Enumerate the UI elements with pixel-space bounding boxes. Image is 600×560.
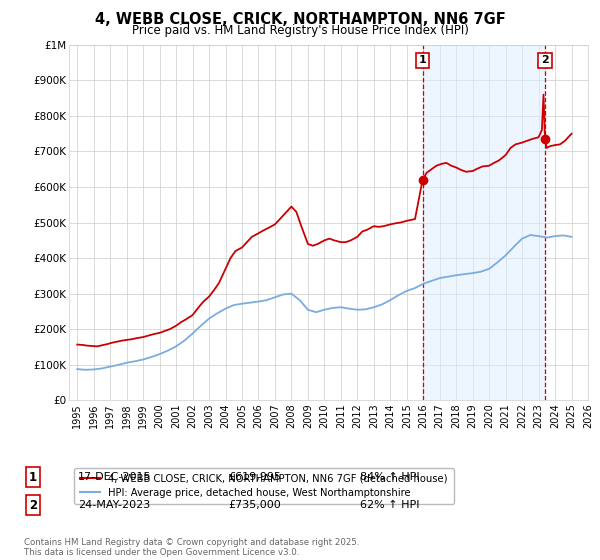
Legend: 4, WEBB CLOSE, CRICK, NORTHAMPTON, NN6 7GF (detached house), HPI: Average price,: 4, WEBB CLOSE, CRICK, NORTHAMPTON, NN6 7… xyxy=(74,468,454,503)
Text: 17-DEC-2015: 17-DEC-2015 xyxy=(78,472,151,482)
Text: 84% ↑ HPI: 84% ↑ HPI xyxy=(360,472,419,482)
Text: Price paid vs. HM Land Registry's House Price Index (HPI): Price paid vs. HM Land Registry's House … xyxy=(131,24,469,36)
Text: £619,995: £619,995 xyxy=(228,472,281,482)
Text: £735,000: £735,000 xyxy=(228,500,281,510)
Bar xyxy=(422,45,545,400)
Text: 24-MAY-2023: 24-MAY-2023 xyxy=(78,500,150,510)
Text: 2: 2 xyxy=(29,498,37,512)
Text: Contains HM Land Registry data © Crown copyright and database right 2025.
This d: Contains HM Land Registry data © Crown c… xyxy=(24,538,359,557)
Text: 62% ↑ HPI: 62% ↑ HPI xyxy=(360,500,419,510)
Text: 4, WEBB CLOSE, CRICK, NORTHAMPTON, NN6 7GF: 4, WEBB CLOSE, CRICK, NORTHAMPTON, NN6 7… xyxy=(95,12,505,27)
Text: 1: 1 xyxy=(419,55,427,66)
Text: 2: 2 xyxy=(541,55,549,66)
Text: 1: 1 xyxy=(29,470,37,484)
